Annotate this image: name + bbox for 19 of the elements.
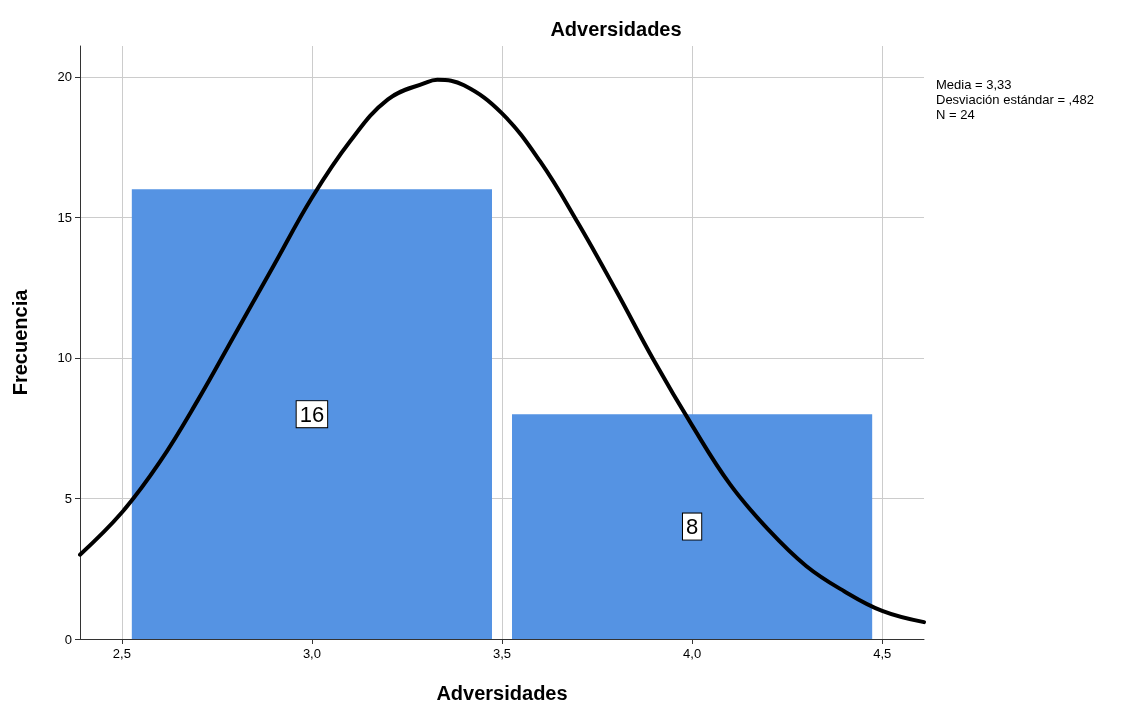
data-label: 8 xyxy=(685,514,699,540)
y-axis-title: Frecuencia xyxy=(9,288,31,396)
y-tick-label: 15 xyxy=(57,209,72,225)
x-tick-label: 4,0 xyxy=(683,646,702,661)
data-label: 16 xyxy=(299,401,325,427)
y-tick-label: 20 xyxy=(57,69,72,85)
text: Desviación estándar = ,482 xyxy=(936,92,1094,107)
x-tick-label: 4,5 xyxy=(873,646,892,661)
y-tick-label: 10 xyxy=(57,350,72,366)
x-tick-label: 3,5 xyxy=(492,646,512,661)
text: N = 24 xyxy=(936,107,975,122)
y-tick-label: 0 xyxy=(64,631,72,647)
x-tick-label: 3,0 xyxy=(302,646,321,661)
x-axis-title: Adversidades xyxy=(436,682,568,704)
x-tick-label: 2,5 xyxy=(112,646,131,661)
y-tick-label: 5 xyxy=(64,490,72,506)
chart-title: Adversidades xyxy=(550,18,682,40)
text: Media = 3,33 xyxy=(936,77,1012,92)
line-series xyxy=(78,77,926,625)
